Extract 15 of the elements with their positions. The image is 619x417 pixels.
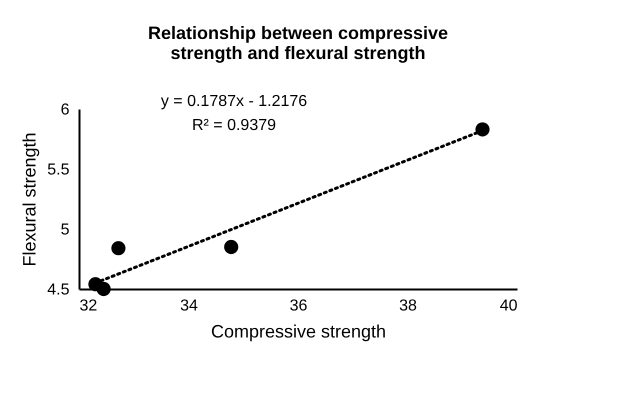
x-axis-title: Compressive strength (210, 322, 386, 342)
x-tick-label: 34 (180, 298, 198, 314)
annotation: y = 0.1787x - 1.2176 (160, 93, 308, 110)
annotation: R² = 0.9379 (192, 117, 276, 134)
text: strength and flexural strength (170, 43, 426, 63)
y-tick-label: 6 (60, 102, 70, 118)
y-tick-label: 4.5 (47, 282, 70, 298)
x-tick-label: 38 (399, 298, 417, 314)
text: Relationship between compressive (148, 23, 448, 43)
y-axis-title: Flexural strength (19, 132, 40, 267)
x-tick-label: 40 (500, 298, 518, 314)
x-tick-label: 32 (80, 298, 98, 314)
y-tick-label: 5.5 (47, 162, 70, 178)
y-tick-label: 5 (60, 222, 70, 238)
x-tick-label: 36 (290, 298, 308, 314)
